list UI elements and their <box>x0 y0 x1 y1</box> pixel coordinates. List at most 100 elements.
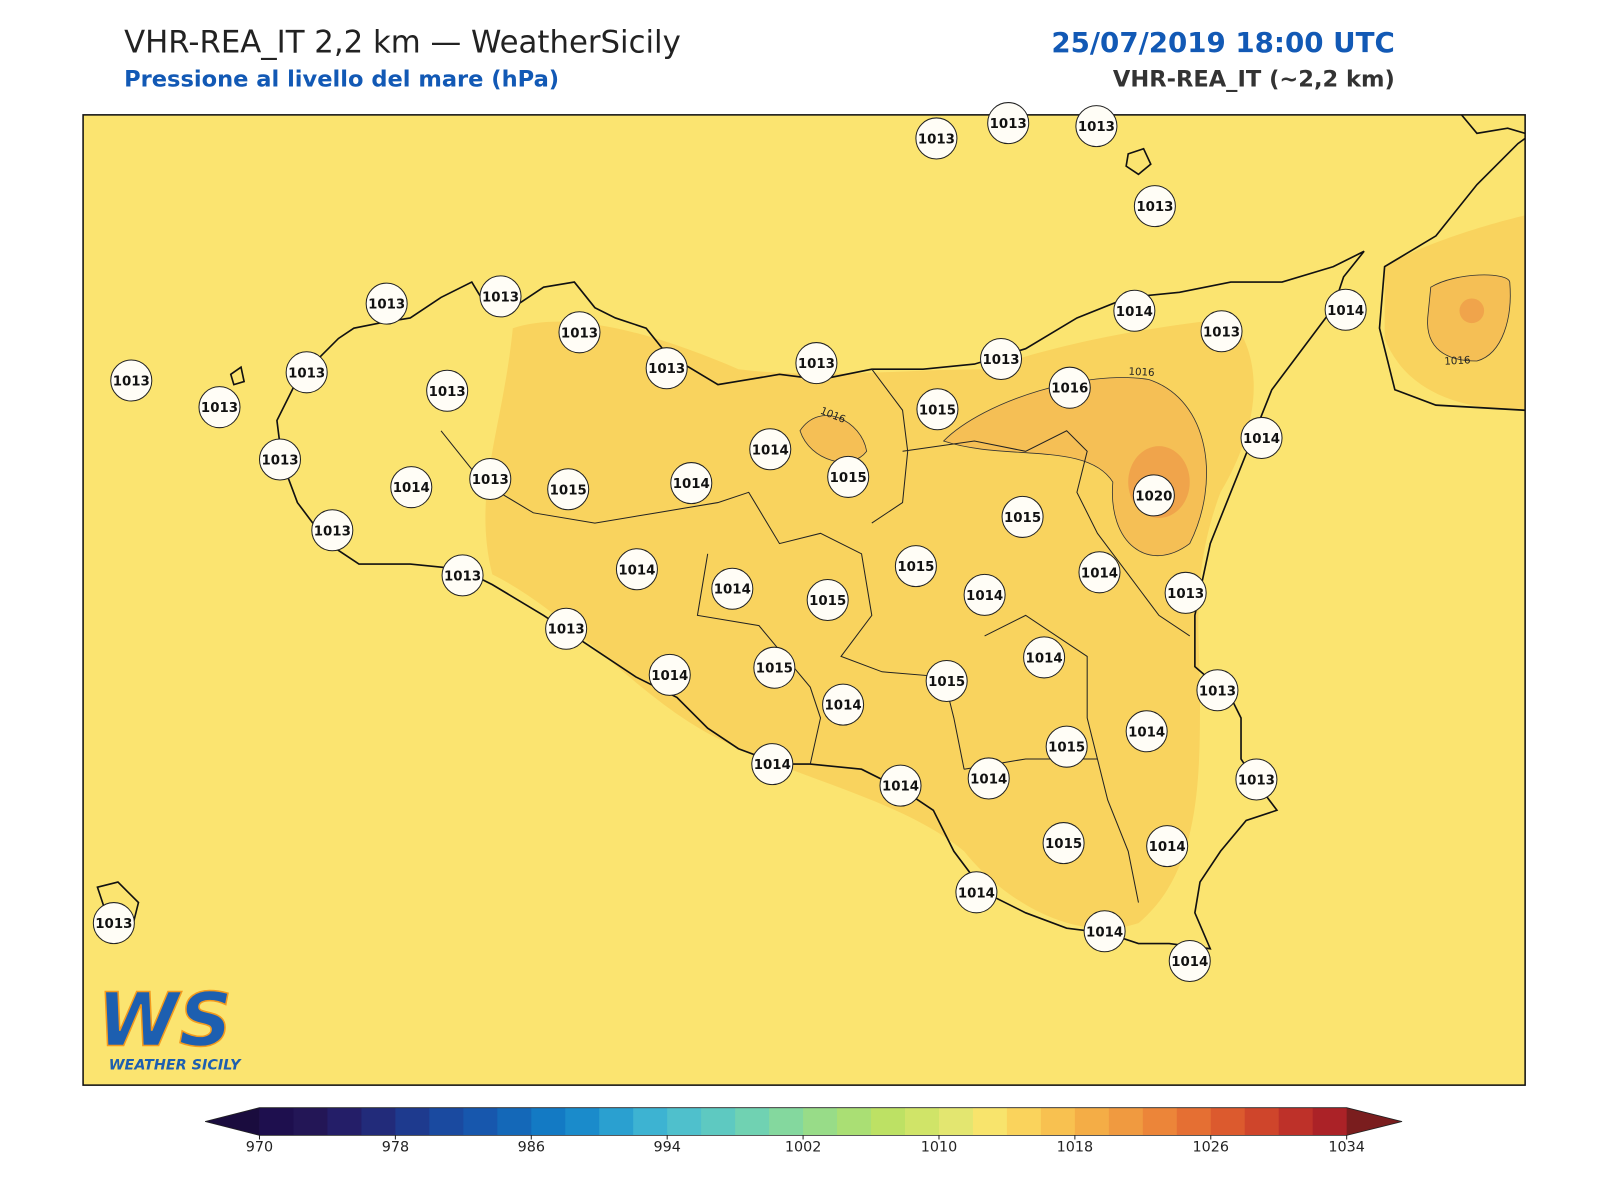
station: 1016 <box>1048 366 1091 409</box>
colorbar-tick-label: 970 <box>246 1140 273 1156</box>
station: 1013 <box>311 509 354 552</box>
station: 1013 <box>110 359 153 402</box>
station-value: 1013 <box>113 375 150 390</box>
station-marker <box>1048 366 1091 409</box>
station: 1014 <box>963 573 1006 616</box>
station-marker <box>822 683 865 726</box>
station-value: 1016 <box>1051 382 1088 397</box>
colorbar-segment <box>972 1107 1008 1136</box>
station: 1014 <box>711 567 754 610</box>
station: 1015 <box>827 455 870 498</box>
colorbar-segment <box>701 1107 736 1136</box>
station-value: 1013 <box>798 357 835 372</box>
station: 1014 <box>670 462 713 505</box>
title: VHR-REA_IT 2,2 km — WeatherSicily <box>124 25 681 61</box>
station-marker <box>711 567 754 610</box>
colorbar-segment <box>497 1107 532 1136</box>
station-value: 1015 <box>1004 511 1041 526</box>
station-marker <box>390 466 433 509</box>
station: 1013 <box>258 438 302 481</box>
coastline-calabria <box>1460 114 1526 135</box>
station: 1013 <box>545 607 588 650</box>
station-marker <box>1045 725 1088 768</box>
station-value: 1015 <box>809 594 846 609</box>
station-marker <box>441 554 484 597</box>
colorbar-segment <box>1244 1107 1280 1136</box>
station: 1015 <box>547 468 590 511</box>
station-marker <box>198 386 241 429</box>
station-marker <box>1113 289 1156 332</box>
colorbar-tick-label: 1002 <box>785 1140 822 1156</box>
contour-label: 1016 <box>1128 366 1155 379</box>
station: 1015 <box>1001 495 1044 538</box>
station-value: 1013 <box>288 366 325 381</box>
station-value: 1015 <box>919 403 956 418</box>
station-marker <box>955 871 998 914</box>
station-value: 1015 <box>1045 837 1082 852</box>
station-marker <box>365 282 408 325</box>
station: 1015 <box>925 660 968 703</box>
station-marker <box>1125 710 1168 753</box>
station-marker <box>1324 288 1367 331</box>
station: 1013 <box>1075 105 1118 148</box>
station-value: 1013 <box>1238 774 1275 789</box>
colorbar: 970 978 986 994 1002 1010 1018 1026 1034 <box>205 1107 1403 1156</box>
colorbar-segment <box>871 1107 906 1136</box>
station: 1013 <box>285 351 328 394</box>
colorbar-tick-label: 986 <box>518 1140 545 1156</box>
station-value: 1013 <box>201 401 238 416</box>
station-marker <box>795 342 838 385</box>
isobar-1016 <box>799 415 868 463</box>
station-value: 1013 <box>1203 325 1240 340</box>
colorbar-segment <box>667 1107 702 1136</box>
contour-label: 1016 <box>1444 354 1471 367</box>
station: 1014 <box>967 757 1010 800</box>
colorbar-segment <box>463 1107 498 1136</box>
stations: 1013 1013 1013 1013 1013 1013 1013 1013 1013 1013… <box>92 102 1367 983</box>
station-value: 1013 <box>95 917 132 932</box>
station-value: 1014 <box>1128 725 1165 740</box>
station-marker <box>1196 669 1239 712</box>
station-marker <box>1042 822 1085 865</box>
station: 1013 <box>795 342 838 385</box>
station: 1013 <box>1196 669 1239 712</box>
station-marker <box>648 653 691 696</box>
station: 1014 <box>1023 636 1066 679</box>
station-value: 1014 <box>1086 925 1123 940</box>
colorbar-segment <box>769 1107 804 1136</box>
model-label: VHR-REA_IT (~2,2 km) <box>1113 67 1395 93</box>
station-value: 1014 <box>1026 651 1063 666</box>
station-value: 1013 <box>548 623 585 638</box>
station-marker <box>1200 310 1243 353</box>
station-value: 1014 <box>651 669 688 684</box>
station: 1013 <box>1200 310 1243 353</box>
map-frame <box>82 114 1526 1086</box>
station-value: 1013 <box>648 362 685 377</box>
station-marker <box>1240 416 1283 459</box>
station: 1015 <box>753 646 796 689</box>
station-value: 1014 <box>970 772 1007 787</box>
station-value: 1013 <box>561 326 598 341</box>
colorbar-segment <box>531 1107 566 1136</box>
colorbar-extend-high <box>1346 1107 1403 1136</box>
station: 1014 <box>1146 825 1189 868</box>
colorbar-tick-label: 1010 <box>921 1140 958 1156</box>
station: 1014 <box>1113 289 1156 332</box>
station-value: 1014 <box>825 699 862 714</box>
station-marker <box>1164 571 1207 614</box>
station-marker <box>545 607 588 650</box>
map <box>83 114 1526 1086</box>
station: 1013 <box>987 102 1030 145</box>
station-value: 1013 <box>482 290 519 305</box>
colorbar-segment <box>599 1107 634 1136</box>
station-marker <box>1075 105 1118 148</box>
station-marker <box>426 369 469 412</box>
station-value: 1014 <box>882 780 919 795</box>
station: 1013 <box>198 386 241 429</box>
colorbar-segment <box>1108 1107 1144 1136</box>
logo-mark: WS <box>97 978 232 1064</box>
station-value: 1014 <box>393 481 430 496</box>
station-value: 1014 <box>958 886 995 901</box>
colorbar-segment <box>361 1107 396 1136</box>
station: 1013 <box>1164 571 1207 614</box>
